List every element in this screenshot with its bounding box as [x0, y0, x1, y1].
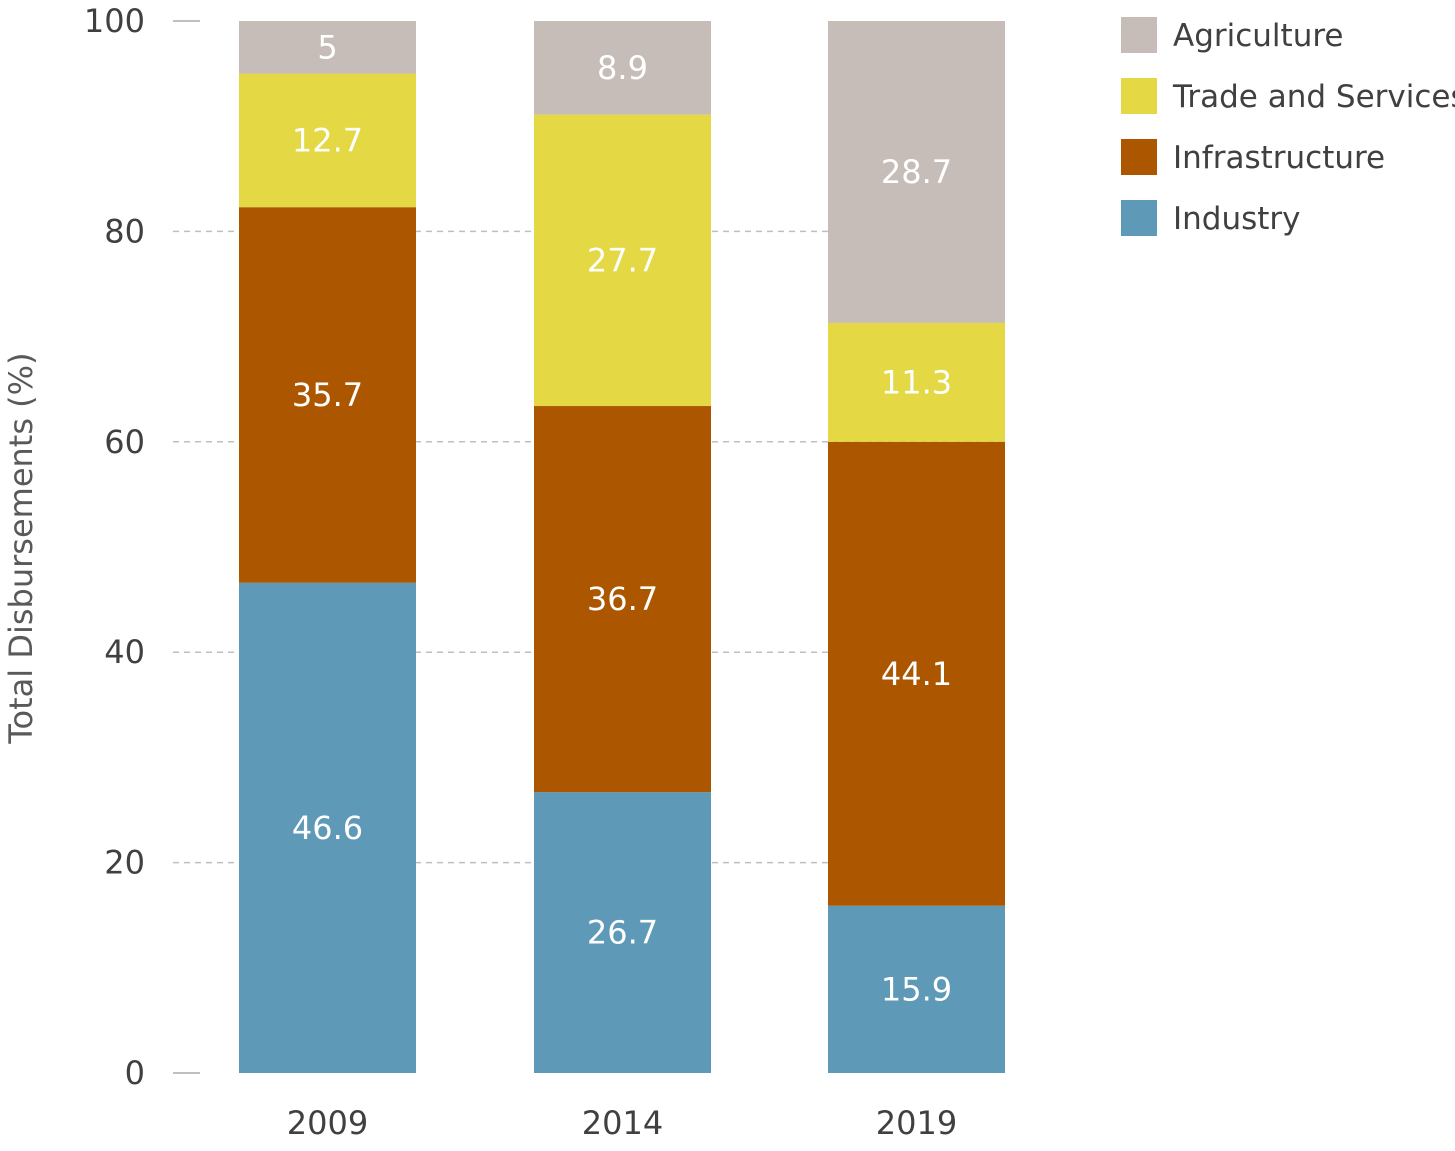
- x-tick-label: 2009: [287, 1104, 368, 1142]
- y-tick-label: 80: [104, 212, 145, 250]
- legend-swatch: [1121, 200, 1157, 236]
- y-tick-label: 40: [104, 633, 145, 671]
- data-labels: 46.6 35.7 12.7 5 26.7 36.7 27.7 8.9 15.9 44.1 11.3…: [292, 28, 952, 1008]
- y-tick-label: 20: [104, 844, 145, 882]
- bar-segment: [828, 21, 1005, 323]
- bar-segment: [534, 792, 711, 1073]
- x-axis: 2009 2014 2019: [287, 1104, 957, 1142]
- y-tick-label: 100: [84, 2, 145, 40]
- data-label: 27.7: [587, 241, 658, 279]
- data-label: 35.7: [292, 376, 363, 414]
- bar-segment: [828, 322, 1005, 442]
- data-label: 8.9: [597, 49, 648, 87]
- legend-swatch: [1121, 17, 1157, 53]
- legend-label: Agriculture: [1173, 18, 1344, 54]
- bar-segment: [534, 406, 711, 793]
- legend: Agriculture Trade and Services Infrastruct…: [1121, 17, 1455, 237]
- data-label: 12.7: [292, 121, 363, 159]
- data-label: 15.9: [881, 970, 952, 1008]
- legend-swatch: [1121, 78, 1157, 114]
- bar-segment: [534, 114, 711, 407]
- bar-segment: [534, 21, 711, 115]
- bar-segment: [828, 905, 1005, 1073]
- x-tick-label: 2014: [582, 1104, 663, 1142]
- bar-segment: [828, 441, 1005, 906]
- legend-label: Infrastructure: [1173, 140, 1385, 176]
- bars: [239, 21, 1005, 1073]
- data-label: 11.3: [881, 363, 952, 401]
- data-label: 28.7: [881, 153, 952, 191]
- data-label: 46.6: [292, 809, 363, 847]
- y-axis: 0 20 40 60 80 100: [84, 2, 145, 1092]
- legend-swatch: [1121, 139, 1157, 175]
- bar-segment: [239, 21, 416, 74]
- y-tick-label: 0: [125, 1054, 145, 1092]
- data-label: 36.7: [587, 580, 658, 618]
- bar-segment: [239, 582, 416, 1073]
- bar-segment: [239, 73, 416, 208]
- data-label: 26.7: [587, 914, 658, 952]
- y-axis-title: Total Disbursements (%): [2, 352, 40, 744]
- data-label: 5: [317, 28, 337, 66]
- x-tick-label: 2019: [876, 1104, 957, 1142]
- bar-segment: [239, 207, 416, 583]
- legend-label: Industry: [1173, 201, 1301, 237]
- legend-label: Trade and Services: [1172, 79, 1455, 115]
- y-tick-label: 60: [104, 423, 145, 461]
- data-label: 44.1: [881, 655, 952, 693]
